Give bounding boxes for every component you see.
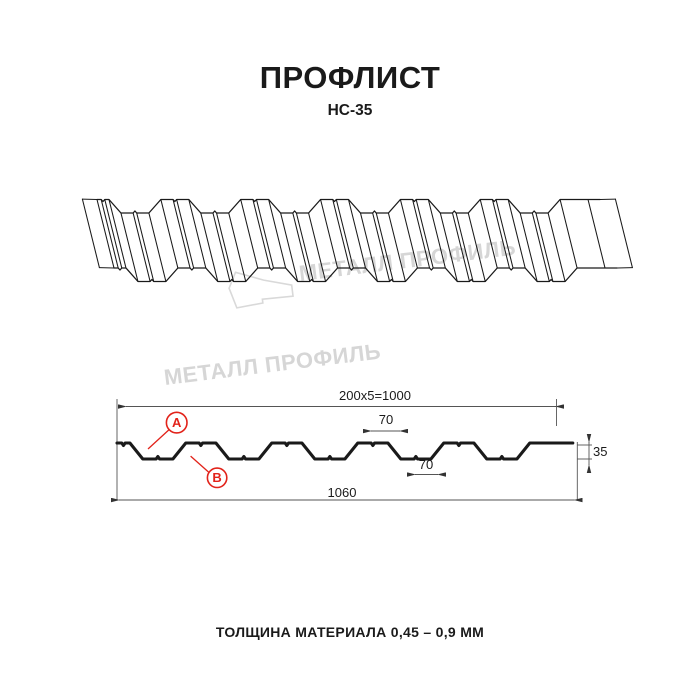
svg-text:1060: 1060 [328,485,357,500]
svg-text:35: 35 [593,444,607,459]
svg-text:A: A [172,415,182,430]
svg-text:B: B [212,470,221,485]
svg-text:200x5=1000: 200x5=1000 [339,388,411,403]
svg-text:70: 70 [379,412,393,427]
